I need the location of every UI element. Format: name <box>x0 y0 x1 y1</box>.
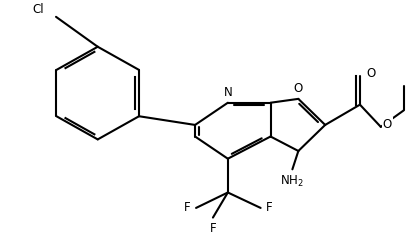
Text: F: F <box>210 222 216 235</box>
Text: F: F <box>266 201 273 214</box>
Text: NH$_2$: NH$_2$ <box>280 174 304 189</box>
Text: O: O <box>383 118 392 131</box>
Text: N: N <box>224 86 232 99</box>
Text: O: O <box>294 82 303 95</box>
Text: O: O <box>366 67 375 80</box>
Text: Cl: Cl <box>32 3 44 16</box>
Text: F: F <box>184 201 191 214</box>
